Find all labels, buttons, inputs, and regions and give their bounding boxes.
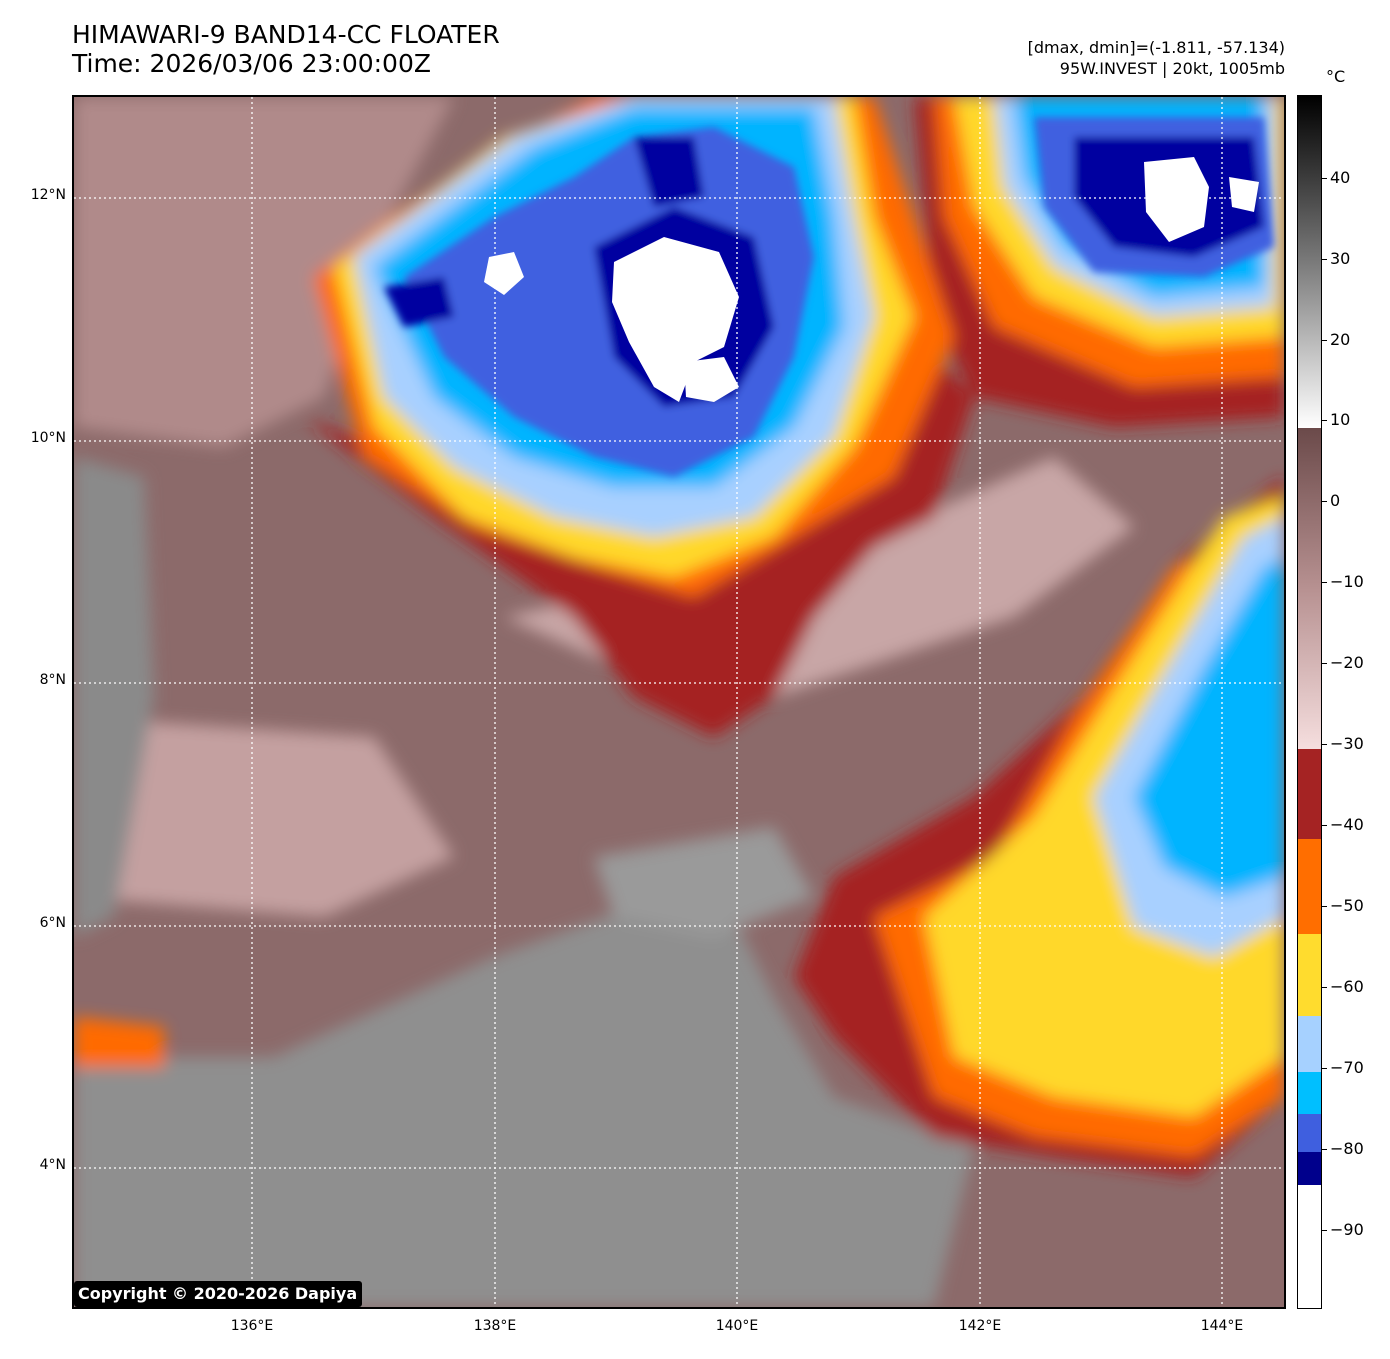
cb-label-minus50: −50 [1330, 896, 1364, 915]
cb-tick [1322, 1149, 1327, 1150]
cb-tick [1322, 420, 1327, 421]
lat-label-12n: 12°N [30, 187, 66, 203]
cb-seg-50 [1298, 839, 1321, 934]
satellite-imagery [74, 97, 1284, 1307]
cb-label-minus70: −70 [1330, 1058, 1364, 1077]
cb-label-10: 10 [1330, 410, 1351, 429]
cb-tick [1322, 987, 1327, 988]
title-line-time: Time: 2026/03/06 23:00:00Z [72, 49, 431, 78]
cb-seg-90 [1298, 1185, 1321, 1308]
stats-line: [dmax, dmin]=(-1.811, -57.134) [1027, 38, 1285, 57]
storm-info: [dmax, dmin]=(-1.811, -57.134) 95W.INVES… [1028, 37, 1285, 79]
cb-label-30: 30 [1330, 249, 1351, 268]
lon-label-136e: 136°E [230, 1318, 274, 1334]
cb-tick [1322, 906, 1327, 907]
storm-line: 95W.INVEST | 20kt, 1005mb [1059, 59, 1285, 78]
cb-label-minus40: −40 [1330, 815, 1364, 834]
cb-seg-85 [1298, 1152, 1321, 1185]
cb-label-minus90: −90 [1330, 1220, 1364, 1239]
colorbar [1297, 95, 1322, 1309]
cb-seg-70-light [1298, 1016, 1321, 1072]
cb-label-minus10: −10 [1330, 572, 1364, 591]
title-line-product: HIMAWARI-9 BAND14-CC FLOATER [72, 20, 500, 49]
lat-label-4n: 4°N [39, 1157, 66, 1173]
cb-tick [1322, 259, 1327, 260]
cb-label-minus20: −20 [1330, 653, 1364, 672]
map-title: HIMAWARI-9 BAND14-CC FLOATER Time: 2026/… [72, 20, 500, 78]
cb-seg-40 [1298, 749, 1321, 839]
cb-label-0: 0 [1330, 491, 1341, 510]
cb-tick [1322, 744, 1327, 745]
lon-label-138e: 138°E [473, 1318, 517, 1334]
cb-seg-70 [1298, 1072, 1321, 1114]
cb-label-40: 40 [1330, 168, 1351, 187]
cb-tick [1322, 825, 1327, 826]
lat-label-8n: 8°N [39, 672, 66, 688]
cb-label-20: 20 [1330, 330, 1351, 349]
cb-label-minus80: −80 [1330, 1139, 1364, 1158]
cb-tick [1322, 1068, 1327, 1069]
copyright-notice: Copyright © 2020-2026 Dapiya [74, 1281, 363, 1307]
lat-label-6n: 6°N [39, 915, 66, 931]
colorbar-unit: °C [1326, 67, 1346, 86]
cb-tick [1322, 340, 1327, 341]
lon-label-144e: 144°E [1200, 1318, 1244, 1334]
lon-label-140e: 140°E [715, 1318, 759, 1334]
cb-tick [1322, 663, 1327, 664]
cb-label-minus60: −60 [1330, 977, 1364, 996]
satellite-map [72, 95, 1286, 1309]
cb-tick [1322, 1230, 1327, 1231]
cb-seg-60 [1298, 934, 1321, 1016]
cb-label-minus30: −30 [1330, 734, 1364, 753]
gridlines [74, 97, 1284, 1307]
cb-tick [1322, 582, 1327, 583]
lat-label-10n: 10°N [30, 430, 66, 446]
colorbar-gradient [1298, 96, 1321, 1308]
cb-tick [1322, 178, 1327, 179]
lon-label-142e: 142°E [958, 1318, 1002, 1334]
cb-seg-80 [1298, 1114, 1321, 1152]
cb-tick [1322, 501, 1327, 502]
